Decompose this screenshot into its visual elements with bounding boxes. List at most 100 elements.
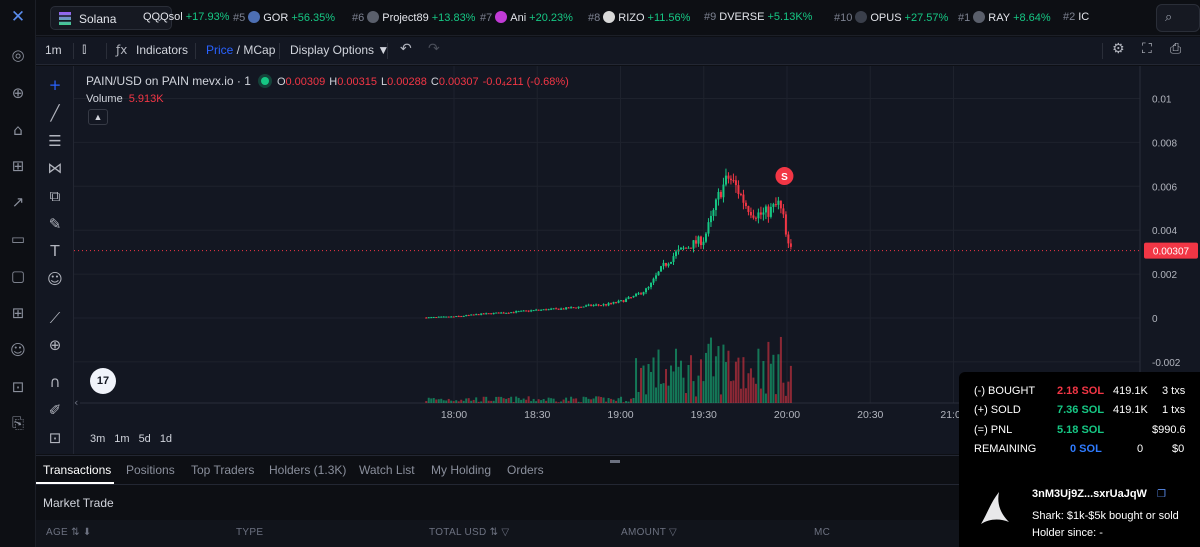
last-price-badge (1144, 242, 1198, 259)
interval-button[interactable]: 1m (45, 43, 62, 57)
candle-body (632, 295, 635, 298)
wallet-icon[interactable]: ▭ (10, 230, 26, 248)
ohlc-low: 0.00288 (387, 76, 427, 88)
volume-bar (789, 365, 792, 403)
magnet-icon[interactable]: ∩ (49, 373, 61, 391)
tradingview-logo[interactable]: 17 (90, 368, 116, 394)
text-tool-icon[interactable]: T (50, 242, 60, 260)
lock-drawing-icon[interactable]: ✐ (48, 401, 62, 419)
volume-bar (445, 400, 448, 403)
candle-body (782, 208, 785, 215)
ticker-name: QQQsol (143, 11, 183, 23)
candle-body (562, 308, 565, 310)
candle-body (442, 316, 445, 318)
range-button[interactable]: 1d (159, 433, 173, 445)
ticker-item[interactable]: #5 GOR +56.35% (233, 11, 335, 24)
lock-icon[interactable]: ⊡ (48, 429, 62, 447)
fullscreen-icon[interactable]: ⛶ (1142, 41, 1152, 57)
mcap-option[interactable]: MCap (243, 43, 276, 57)
brush-icon[interactable]: ✎ (48, 215, 62, 233)
users-icon[interactable]: ☺ (10, 341, 26, 359)
zoom-in-icon[interactable]: ⊕ (48, 336, 62, 354)
tab-holders-1-3k[interactable]: Holders (1.3K) (269, 463, 347, 477)
document-search-icon[interactable]: ⎘ (11, 414, 24, 432)
volume-bar (675, 348, 677, 403)
range-button[interactable]: 5d (138, 433, 151, 445)
tab-positions[interactable]: Positions (126, 463, 175, 477)
price-option[interactable]: Price (206, 43, 234, 57)
candle-body (495, 312, 498, 314)
grid-icon[interactable]: ⊞ (11, 304, 25, 322)
bag-icon[interactable]: ⌂ (13, 121, 23, 139)
settings-icon[interactable]: ⚙ (1112, 41, 1125, 57)
range-button[interactable]: 3m (90, 433, 106, 445)
panel-resize-handle[interactable]: ▬ (610, 455, 620, 466)
search-button[interactable]: ⌕ (1156, 4, 1200, 32)
volume-bar (525, 399, 528, 403)
holder-since: Holder since: - (1032, 527, 1103, 539)
candle-body (627, 297, 630, 299)
display-options-button[interactable]: Display Options ▼ (290, 43, 390, 57)
candle-body (670, 261, 673, 264)
pattern-icon[interactable]: ⋈ (47, 159, 63, 177)
app-rail: ✕ ◎ ⊕ ⌂ ⊞ ↗ ▭ ▢ ⊞ ☺ ⊡ ⎘ (0, 0, 36, 547)
column-header[interactable]: TOTAL USD ⇅ ▽ (429, 527, 510, 538)
undo-icon[interactable]: ↶ (400, 41, 412, 57)
folder-icon[interactable]: ▢ (10, 267, 26, 285)
tab-transactions[interactable]: Transactions (43, 463, 112, 477)
tab-watch-list[interactable]: Watch List (359, 463, 415, 477)
ruler-icon[interactable]: ⟋ (49, 309, 61, 327)
ticker-item[interactable]: #7 Ani +20.23% (480, 11, 573, 24)
candle-body (432, 317, 435, 319)
volume-bar (507, 397, 510, 403)
volume-bar (577, 401, 580, 403)
ticker-item[interactable]: #9 DVERSE +5.13K% (704, 11, 812, 23)
ticker-item[interactable]: QQQsol +17.93% (143, 11, 229, 23)
range-button[interactable]: 1m (114, 433, 130, 445)
indicators-button[interactable]: Indicators (136, 43, 189, 57)
price-mcap-toggle[interactable]: Price / MCap (206, 43, 275, 57)
price-mcap-separator: / (233, 43, 244, 57)
ticker-item[interactable]: #1 RAY +8.64% (958, 11, 1051, 24)
candle-body (560, 308, 563, 310)
volume-bar (482, 396, 485, 403)
camera-icon[interactable]: ⎙ (1170, 41, 1182, 57)
volume-bar (592, 398, 595, 403)
ticker-item[interactable]: #8 RIZO +11.56% (588, 11, 690, 24)
copy-icon[interactable]: ❐ (1157, 489, 1166, 500)
chain-select[interactable]: Solana ⌄ (50, 6, 172, 30)
fib-retracement-icon[interactable]: ☰ (48, 132, 62, 150)
compass-icon[interactable]: ◎ (11, 46, 25, 64)
crosshair-tool-icon[interactable]: + (48, 76, 62, 94)
column-header[interactable]: AMOUNT ▽ (621, 527, 678, 538)
volume-bar (747, 373, 750, 403)
x-logo-icon[interactable]: ✕ (10, 7, 26, 27)
volume-bar (435, 399, 438, 403)
candle-type-icon[interactable]: ⫾ (82, 41, 87, 57)
candle-body (650, 282, 653, 288)
gift-icon[interactable]: ⊡ (11, 378, 25, 396)
wallet-address[interactable]: 3nM3Uj9Z...sxrUaJqW (1032, 488, 1147, 500)
trending-icon[interactable]: ↗ (11, 193, 25, 211)
candle-body (675, 251, 677, 257)
ticker-item[interactable]: #2 IC (1063, 11, 1092, 23)
column-header[interactable]: MC (814, 527, 831, 538)
column-header[interactable]: TYPE (236, 527, 264, 538)
tab-my-holding[interactable]: My Holding (431, 463, 492, 477)
candle-body (550, 308, 553, 310)
ticker-item[interactable]: #10 OPUS +27.57% (834, 11, 948, 24)
ticker-item[interactable]: #6 Project89 +13.83% (352, 11, 475, 24)
tab-top-traders[interactable]: Top Traders (191, 463, 255, 477)
crosshair-icon[interactable]: ⊕ (11, 84, 25, 102)
emoji-icon[interactable]: ☺ (47, 270, 63, 288)
tab-orders[interactable]: Orders (507, 463, 544, 477)
chart-canvas[interactable]: 0.01 0.008 0.006 0.004 0.002 0 -0.002 18:00 18:3… (74, 66, 1200, 454)
gift-icon[interactable]: ⊞ (11, 157, 25, 175)
column-header[interactable]: AGE ⇅ ⬇ (46, 527, 92, 538)
candle-body (435, 317, 438, 319)
trend-line-icon[interactable]: ╱ (50, 104, 60, 122)
collapse-legend-button[interactable]: ▲ (88, 109, 108, 125)
candle-body (587, 304, 590, 306)
projection-icon[interactable]: ⧉ (49, 187, 61, 205)
volume-legend: Volume 5.913K (86, 93, 164, 105)
